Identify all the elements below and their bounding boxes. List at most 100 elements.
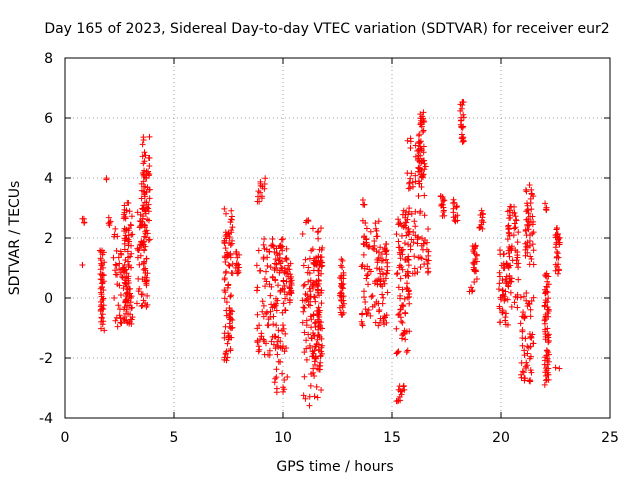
- data-point: [136, 261, 143, 268]
- data-point: [418, 184, 425, 191]
- data-point: [415, 164, 422, 171]
- data-point: [524, 362, 531, 369]
- data-point: [530, 340, 537, 347]
- data-point: [310, 312, 317, 319]
- data-point: [403, 219, 410, 226]
- data-point: [411, 218, 418, 225]
- data-point: [425, 268, 432, 275]
- data-point: [498, 262, 505, 269]
- data-point: [318, 225, 325, 232]
- data-point: [530, 247, 537, 254]
- data-point: [253, 287, 260, 294]
- data-point: [518, 359, 525, 366]
- data-point: [262, 340, 269, 347]
- data-point: [337, 309, 344, 316]
- data-point: [415, 192, 422, 199]
- data-point: [554, 230, 561, 237]
- data-point: [299, 230, 306, 237]
- data-point: [420, 240, 427, 247]
- data-point: [146, 133, 153, 140]
- data-point: [269, 242, 276, 249]
- data-point: [450, 209, 457, 216]
- data-point: [524, 350, 531, 357]
- data-point: [259, 308, 266, 315]
- y-tick-label: -2: [39, 351, 53, 367]
- data-point: [140, 260, 147, 267]
- data-point: [527, 313, 534, 320]
- data-point: [141, 189, 148, 196]
- data-point: [404, 256, 411, 263]
- data-point: [138, 303, 145, 310]
- data-point: [113, 262, 120, 269]
- data-point: [254, 311, 261, 318]
- data-point: [317, 359, 324, 366]
- data-point: [318, 300, 325, 307]
- y-tick-label: 6: [44, 111, 53, 127]
- data-point: [555, 267, 562, 274]
- data-point: [361, 265, 368, 272]
- data-point: [507, 203, 514, 210]
- data-point: [133, 300, 140, 307]
- data-point: [398, 247, 405, 254]
- data-point: [315, 287, 322, 294]
- data-point: [270, 341, 277, 348]
- data-point: [406, 179, 413, 186]
- data-point: [404, 137, 411, 144]
- data-point: [397, 388, 404, 395]
- data-point: [315, 235, 322, 242]
- data-point: [306, 285, 313, 292]
- data-point: [275, 334, 282, 341]
- data-point: [302, 256, 309, 263]
- data-point: [418, 235, 425, 242]
- data-point: [277, 288, 284, 295]
- data-point: [121, 267, 128, 274]
- data-point: [305, 331, 312, 338]
- data-point: [522, 335, 529, 342]
- data-point: [286, 297, 293, 304]
- data-point: [479, 225, 486, 232]
- data-point: [254, 325, 261, 332]
- data-point: [279, 322, 286, 329]
- data-point: [541, 303, 548, 310]
- data-point: [400, 302, 407, 309]
- data-point: [541, 286, 548, 293]
- data-point: [361, 234, 368, 241]
- data-point: [502, 276, 509, 283]
- data-point: [397, 255, 404, 262]
- data-point: [471, 259, 478, 266]
- data-point: [410, 183, 417, 190]
- data-point: [223, 235, 230, 242]
- data-point: [259, 298, 266, 305]
- data-point: [524, 343, 531, 350]
- data-point: [127, 290, 134, 297]
- data-point: [515, 229, 522, 236]
- data-point: [141, 193, 148, 200]
- data-point: [309, 246, 316, 253]
- data-point: [139, 205, 146, 212]
- data-point: [99, 296, 106, 303]
- data-point: [410, 239, 417, 246]
- data-point: [124, 248, 131, 255]
- data-point: [121, 274, 128, 281]
- data-point: [315, 312, 322, 319]
- data-point: [255, 343, 262, 350]
- data-point: [459, 124, 466, 131]
- data-point: [261, 351, 268, 358]
- data-point: [284, 374, 291, 381]
- data-point: [543, 289, 550, 296]
- data-point: [552, 244, 559, 251]
- data-point: [225, 281, 232, 288]
- data-point: [262, 283, 269, 290]
- data-point: [281, 376, 288, 383]
- data-point: [478, 218, 485, 225]
- data-point: [416, 139, 423, 146]
- data-point: [314, 336, 321, 343]
- data-point: [373, 298, 380, 305]
- data-point: [394, 349, 401, 356]
- y-axis-label: SDTVAR / TECUs: [7, 181, 23, 296]
- data-point: [480, 211, 487, 218]
- data-point: [311, 393, 318, 400]
- data-point: [281, 348, 288, 355]
- data-point: [317, 257, 324, 264]
- data-point: [310, 350, 317, 357]
